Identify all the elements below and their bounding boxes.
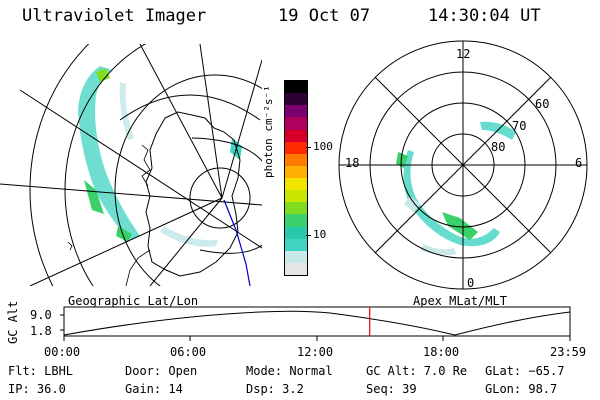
filter-status: Flt: LBHL <box>8 364 74 378</box>
geographic-longitude: GLon: 98.7 <box>485 382 558 396</box>
observation-time: 14:30:04 UT <box>428 6 541 26</box>
colorbar-swatch <box>285 117 307 130</box>
altitude-xtick-0600: 06:00 <box>170 345 207 359</box>
colorbar-swatch <box>285 250 307 263</box>
altitude-ylabel: GC Alt <box>6 300 20 344</box>
colorbar-swatch <box>285 93 307 106</box>
altitude-xtick-0000: 00:00 <box>44 345 81 359</box>
altitude-curve <box>63 310 571 336</box>
altitude-ytick-1-8: 1.8 <box>30 324 52 338</box>
colorbar-swatch <box>285 238 307 251</box>
geographic-latitude: GLat: −65.7 <box>485 364 565 378</box>
colorbar-swatch <box>285 129 307 142</box>
observation-date: 19 Oct 07 <box>278 6 371 26</box>
colorbar-tick-10 <box>306 235 311 236</box>
door-status: Door: Open <box>125 364 198 378</box>
polar-aurora-emission <box>396 121 516 256</box>
colorbar-tick-label-10: 10 <box>313 228 327 241</box>
altitude-xtick-1200: 12:00 <box>297 345 334 359</box>
ip-status: IP: 36.0 <box>8 382 66 396</box>
gain-status: Gain: 14 <box>125 382 183 396</box>
colorbar-swatch <box>285 141 307 154</box>
colorbar-swatch <box>285 153 307 166</box>
terminator-line <box>223 199 251 286</box>
colorbar-swatch <box>285 226 307 239</box>
altitude-xtick-1800: 18:00 <box>423 345 460 359</box>
geo-meridian <box>0 183 262 206</box>
geo-lat-circle-inner <box>189 167 251 229</box>
geo-aurora-emission <box>78 66 242 247</box>
colorbar-swatch <box>285 202 307 215</box>
sequence-status: Seq: 39 <box>366 382 417 396</box>
mlt-label-18: 18 <box>345 156 360 170</box>
colorbar-swatch <box>285 81 307 94</box>
colorbar-swatch <box>285 105 307 118</box>
geo-lat-circle-mid <box>114 74 262 286</box>
instrument-title: Ultraviolet Imager <box>22 6 207 26</box>
geo-map-caption: Geographic Lat/Lon <box>68 294 199 308</box>
gc-altitude-status: GC Alt: 7.0 Re <box>366 364 468 378</box>
altitude-xtick-2359: 23:59 <box>550 345 587 359</box>
mlat-label-80: 80 <box>491 140 506 154</box>
geo-lat-circle-outer <box>64 44 147 286</box>
dsp-status: Dsp: 3.2 <box>246 382 304 396</box>
altitude-plot-frame <box>63 306 571 337</box>
colorbar-swatch <box>285 190 307 203</box>
polar-map-caption: Apex MLat/MLT <box>413 294 507 308</box>
colorbar-tick-100 <box>306 147 311 148</box>
mode-status: Mode: Normal <box>246 364 333 378</box>
mlt-label-12: 12 <box>456 47 471 61</box>
colorbar-swatch <box>285 165 307 178</box>
altitude-plot <box>60 306 571 341</box>
colorbar <box>284 80 308 276</box>
colorbar-swatch <box>285 214 307 227</box>
colorbar-unit-label: photon cm⁻²s⁻¹ <box>262 85 275 178</box>
mlt-label-6: 6 <box>575 156 583 170</box>
colorbar-swatch <box>285 178 307 191</box>
altitude-ytick-9: 9.0 <box>30 308 52 322</box>
mlat-label-70: 70 <box>512 119 527 133</box>
mlat-label-60: 60 <box>535 97 550 111</box>
antarctica-coastline <box>145 111 241 277</box>
colorbar-swatch <box>285 262 307 275</box>
colorbar-tick-label-100: 100 <box>313 140 333 153</box>
mlt-label-0: 0 <box>467 276 475 290</box>
